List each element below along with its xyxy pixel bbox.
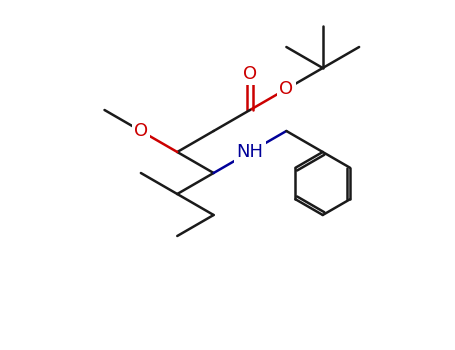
Text: O: O [134, 122, 148, 140]
Text: O: O [243, 65, 257, 83]
Text: NH: NH [237, 143, 263, 161]
Text: O: O [279, 80, 293, 98]
